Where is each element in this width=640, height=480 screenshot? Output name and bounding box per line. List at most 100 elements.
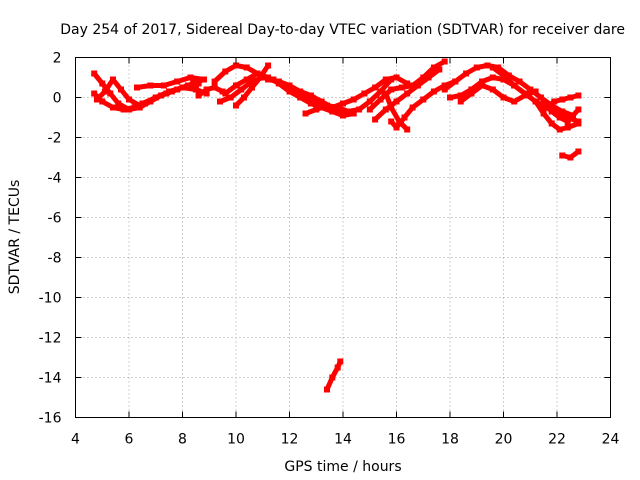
series-track-16 [382, 90, 411, 133]
data-point [318, 98, 325, 105]
data-point [567, 94, 574, 101]
data-point [382, 90, 389, 97]
data-point [388, 86, 395, 93]
data-point [275, 80, 282, 87]
x-tick-label: 22 [548, 432, 566, 448]
data-point [361, 90, 368, 97]
data-point [556, 114, 563, 121]
data-point [388, 118, 395, 125]
data-point [425, 74, 432, 81]
data-point [324, 102, 330, 109]
data-point [195, 92, 202, 99]
data-point [398, 84, 405, 91]
data-point [238, 86, 245, 93]
data-point [479, 78, 486, 85]
data-point [217, 98, 223, 105]
data-point [468, 90, 475, 97]
data-point [233, 102, 239, 109]
data-point [233, 62, 239, 69]
data-point [257, 74, 264, 81]
series-line [383, 91, 410, 132]
x-tick-label: 10 [227, 432, 245, 448]
y-tick-label: -4 [48, 171, 62, 187]
data-point [350, 96, 357, 103]
series-track-14 [372, 66, 443, 123]
data-point [500, 94, 507, 101]
data-point [463, 70, 470, 77]
y-tick-label: -12 [39, 331, 62, 347]
series-track-24 [559, 148, 582, 161]
data-point [414, 82, 421, 89]
data-point [559, 96, 566, 103]
data-point [441, 58, 448, 65]
data-point [291, 88, 298, 95]
data-point [404, 90, 411, 97]
y-tick-label: -14 [39, 371, 62, 387]
data-point [495, 64, 502, 71]
data-point [286, 88, 293, 95]
data-point [195, 80, 202, 87]
data-point [241, 94, 247, 101]
data-point [115, 100, 122, 107]
data-point [297, 88, 304, 95]
data-point [452, 78, 459, 85]
data-point [401, 114, 408, 121]
data-point [447, 94, 453, 101]
data-point [340, 112, 346, 119]
data-point [329, 104, 336, 111]
data-point [147, 82, 154, 89]
data-point [377, 96, 384, 103]
series-track-9 [222, 70, 357, 119]
data-point [139, 100, 146, 107]
data-point [302, 94, 309, 101]
data-point [457, 92, 464, 99]
x-tick-label: 16 [388, 432, 406, 448]
data-point [473, 64, 480, 71]
data-point [166, 88, 173, 95]
x-tick-label: 6 [125, 432, 134, 448]
data-point [91, 90, 98, 97]
data-point [110, 104, 116, 111]
data-point [559, 152, 566, 159]
series-track-25 [324, 358, 344, 393]
x-tick-label: 8 [178, 432, 187, 448]
x-tick-label: 24 [602, 432, 620, 448]
x-tick-label: 12 [281, 432, 299, 448]
y-tick-label: -6 [48, 211, 62, 227]
data-point [479, 82, 486, 89]
data-point [120, 106, 127, 113]
data-point [249, 78, 255, 85]
data-point [211, 84, 218, 91]
series-track-5 [139, 84, 210, 107]
data-point [265, 62, 272, 69]
data-point [329, 108, 336, 115]
data-point [366, 98, 373, 105]
data-point [457, 98, 464, 105]
y-tick-label: -2 [48, 131, 62, 147]
x-axis-label: GPS time / hours [284, 459, 401, 475]
data-point [160, 82, 167, 89]
data-point [516, 78, 523, 85]
y-tick-label: -10 [39, 291, 62, 307]
data-point [500, 76, 507, 83]
data-point [377, 88, 384, 95]
data-point [511, 98, 518, 105]
data-point [430, 64, 437, 71]
data-point [559, 108, 566, 115]
data-point [388, 104, 395, 111]
data-point [329, 374, 336, 381]
data-point [93, 96, 100, 103]
data-point [227, 94, 234, 101]
data-point [350, 110, 357, 117]
data-point [532, 98, 539, 105]
data-point [233, 82, 239, 89]
data-point [179, 84, 186, 91]
data-point [484, 62, 491, 69]
data-point [564, 118, 571, 125]
y-tick-label: 0 [53, 91, 62, 107]
data-point [366, 106, 373, 113]
data-layer [91, 58, 582, 393]
data-point [420, 74, 427, 81]
data-point [200, 76, 207, 83]
